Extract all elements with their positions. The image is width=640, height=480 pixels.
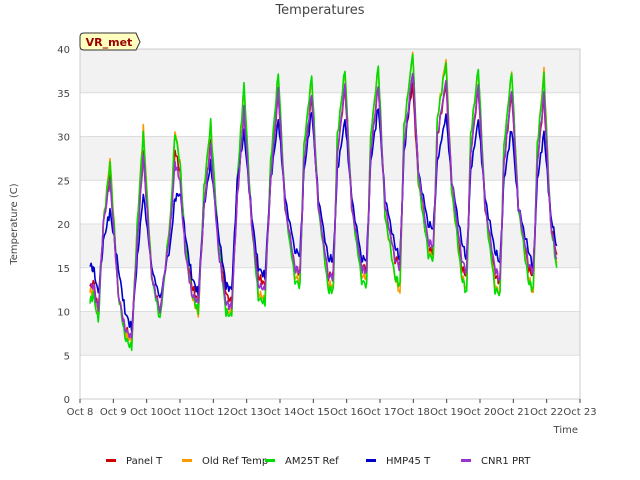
y-axis-ticks: 0 5 10 15 20 25 30 35 40 xyxy=(57,45,70,406)
series-line-hmp45-t xyxy=(89,73,558,333)
legend-label: Old Ref Temp xyxy=(202,456,268,467)
legend-swatch xyxy=(265,459,275,462)
y-tick-label: 0 xyxy=(64,395,70,406)
station-tag: VR_met xyxy=(79,32,141,51)
chart-title: Temperatures xyxy=(274,3,364,18)
y-tick-label: 35 xyxy=(57,89,70,100)
y-tick-label: 20 xyxy=(57,220,70,231)
legend: Panel T Old Ref Temp AM25T Ref HMP45 T CNR1 … xyxy=(106,456,531,467)
y-axis-label: Temperature (C) xyxy=(9,183,20,265)
x-tick-label: Oct 14 xyxy=(263,407,296,418)
x-tick-label: Oct 11 xyxy=(163,407,196,418)
legend-swatch xyxy=(366,459,376,462)
plot-band xyxy=(80,311,580,356)
x-tick-label: Oct 16 xyxy=(330,407,363,418)
x-tick-label: Oct 20 xyxy=(463,407,496,418)
x-tick-label: Oct 15 xyxy=(297,407,330,418)
y-tick-label: 25 xyxy=(57,176,70,187)
x-tick-label: Oct 12 xyxy=(197,407,230,418)
plot-bands xyxy=(80,49,580,356)
legend-swatch xyxy=(182,459,192,462)
legend-swatch xyxy=(461,459,471,462)
legend-swatch xyxy=(106,459,116,462)
x-tick-label: Oct 19 xyxy=(430,407,463,418)
station-label: VR_met xyxy=(86,36,133,49)
y-tick-label: 10 xyxy=(57,308,70,319)
x-tick-label: Oct 8 xyxy=(67,407,94,418)
x-tick-label: Oct 21 xyxy=(497,407,530,418)
x-tick-label: Oct 22 xyxy=(530,407,563,418)
series-line-cnr1-prt xyxy=(89,72,558,339)
legend-label: HMP45 T xyxy=(386,456,431,467)
x-axis-label: Time xyxy=(553,425,578,436)
y-tick-label: 15 xyxy=(57,264,70,275)
legend-label: CNR1 PRT xyxy=(481,456,531,467)
plot-band xyxy=(80,49,580,93)
plot-frame xyxy=(79,48,581,400)
y-tick-label: 5 xyxy=(64,351,70,362)
x-tick-label: Oct 10 xyxy=(130,407,163,418)
x-tick-label: Oct 13 xyxy=(230,407,263,418)
legend-label: Panel T xyxy=(126,456,163,467)
y-tick-label: 40 xyxy=(57,45,70,56)
x-tick-label: Oct 9 xyxy=(100,407,127,418)
plot-band xyxy=(80,136,580,181)
legend-label: AM25T Ref xyxy=(285,456,339,467)
x-tick-label: Oct 18 xyxy=(397,407,430,418)
data-series xyxy=(89,51,558,352)
x-tick-label: Oct 23 xyxy=(563,407,596,418)
x-tick-label: Oct 17 xyxy=(363,407,396,418)
y-tick-label: 30 xyxy=(57,133,70,144)
x-axis-ticks: Oct 8 Oct 9 Oct 10 Oct 11 Oct 12 Oct 13 Oct 14… xyxy=(67,399,597,418)
